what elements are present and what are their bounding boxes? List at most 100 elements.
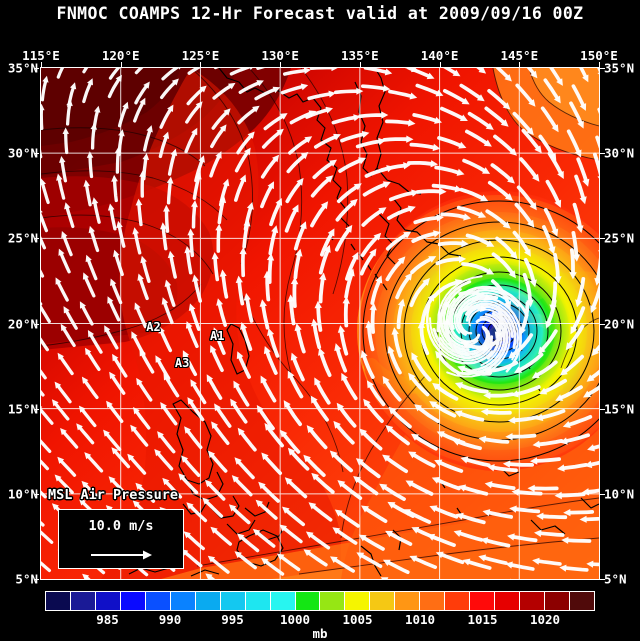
lat-axis-tick (34, 238, 39, 239)
colorbar-segment (96, 592, 121, 610)
right-arrow-icon (89, 546, 153, 565)
wind-streamline (572, 250, 573, 272)
wind-streamline (409, 163, 431, 164)
colorbar-segment (246, 592, 271, 610)
wind-streamline (267, 278, 268, 300)
page-title: FNMOC COAMPS 12-Hr Forecast valid at 200… (0, 4, 640, 23)
colorbar-segment (545, 592, 570, 610)
colorbar-tick-label: 1005 (342, 612, 372, 627)
lat-axis-tick (34, 409, 39, 410)
colorbar-tick-label: 985 (96, 612, 119, 627)
colorbar-segment (470, 592, 495, 610)
wind-streamline (41, 110, 42, 128)
lat-axis-tick (600, 409, 605, 410)
colorbar-segment (345, 592, 370, 610)
colorbar-segment (121, 592, 146, 610)
lon-axis-label: 145°E (500, 48, 538, 63)
wind-streamline (336, 91, 357, 92)
wind-streamline (384, 139, 406, 140)
wind-streamline (363, 86, 384, 88)
lon-axis-label: 135°E (341, 48, 379, 63)
colorbar-tick-label: 990 (159, 612, 182, 627)
wind-streamline (566, 568, 587, 570)
wind-streamline (587, 518, 599, 519)
wind-streamline (194, 207, 195, 227)
colorbar-tick-label: 1020 (530, 612, 560, 627)
colorbar-segment (495, 592, 520, 610)
lat-axis-tick (34, 324, 39, 325)
lon-axis-label: 125°E (182, 48, 220, 63)
colorbar-segment (296, 592, 321, 610)
wind-streamline (562, 494, 584, 495)
wind-streamline (167, 212, 168, 232)
wind-streamline (593, 564, 599, 565)
lon-axis-label: 140°E (421, 48, 459, 63)
wind-streamline (218, 231, 219, 252)
lat-axis-tick (600, 494, 605, 495)
colorbar-unit: mb (0, 626, 640, 641)
wind-streamline (270, 260, 271, 282)
colorbar-segment (395, 592, 420, 610)
wind-streamline (541, 533, 563, 535)
wind-streamline (570, 512, 592, 513)
wind-streamline (68, 106, 70, 124)
wind-scale-legend: 10.0 m/s (58, 509, 184, 569)
wind-streamline (169, 183, 171, 203)
lat-axis-label-right: 5°N (604, 572, 627, 587)
wind-streamline (139, 205, 141, 224)
wind-streamline (440, 243, 462, 244)
wind-streamline (488, 412, 510, 413)
colorbar-segment (445, 592, 470, 610)
field-label: MSL Air Pressure (48, 487, 178, 503)
wind-streamline (346, 304, 347, 326)
wind-streamline (568, 540, 589, 541)
wind-streamline (543, 516, 565, 517)
wind-streamline (321, 280, 323, 302)
colorbar-segment (570, 592, 594, 610)
wind-arrow-head (381, 577, 389, 579)
colorbar-tick-label: 1010 (405, 612, 435, 627)
wind-streamline (318, 308, 320, 330)
lat-axis-tick (34, 494, 39, 495)
lat-axis-label-right: 30°N (604, 146, 634, 161)
colorbar-segment (71, 592, 96, 610)
colorbar-tick-label: 1015 (467, 612, 497, 627)
lat-axis-tick (34, 68, 39, 69)
wind-streamline (360, 115, 381, 116)
wind-scale-value: 10.0 m/s (59, 518, 183, 534)
lat-axis-tick (600, 238, 605, 239)
wind-streamline (294, 284, 295, 306)
colorbar-segment (320, 592, 345, 610)
wind-streamline (117, 153, 118, 172)
lon-axis-label: 120°E (102, 48, 140, 63)
wind-streamline (387, 121, 409, 123)
colorbar-segment (146, 592, 171, 610)
lon-axis-label: 130°E (261, 48, 299, 63)
lat-axis-label-right: 25°N (604, 231, 634, 246)
wind-streamline (93, 129, 94, 148)
wind-streamline (537, 459, 559, 461)
wind-streamline (490, 394, 512, 395)
lat-axis-tick (34, 579, 39, 580)
colorbar-segment (271, 592, 296, 610)
lat-axis-label-right: 15°N (604, 401, 634, 416)
wind-streamline (513, 436, 535, 437)
wind-streamline (115, 182, 117, 201)
lat-axis-tick (600, 324, 605, 325)
wind-streamline (215, 259, 217, 280)
colorbar-segment (420, 592, 445, 610)
colorbar-segment (46, 592, 71, 610)
colorbar (45, 591, 595, 611)
lat-axis-label-right: 10°N (604, 486, 634, 501)
wind-streamline (66, 134, 67, 153)
colorbar-segment (171, 592, 196, 610)
colorbar-segment (520, 592, 545, 610)
wind-streamline (373, 310, 374, 332)
wind-streamline (418, 191, 440, 192)
lat-axis-label-right: 35°N (604, 61, 634, 76)
colorbar-segment (221, 592, 246, 610)
colorbar-tick-label: 995 (221, 612, 244, 627)
wind-streamline (90, 158, 91, 177)
